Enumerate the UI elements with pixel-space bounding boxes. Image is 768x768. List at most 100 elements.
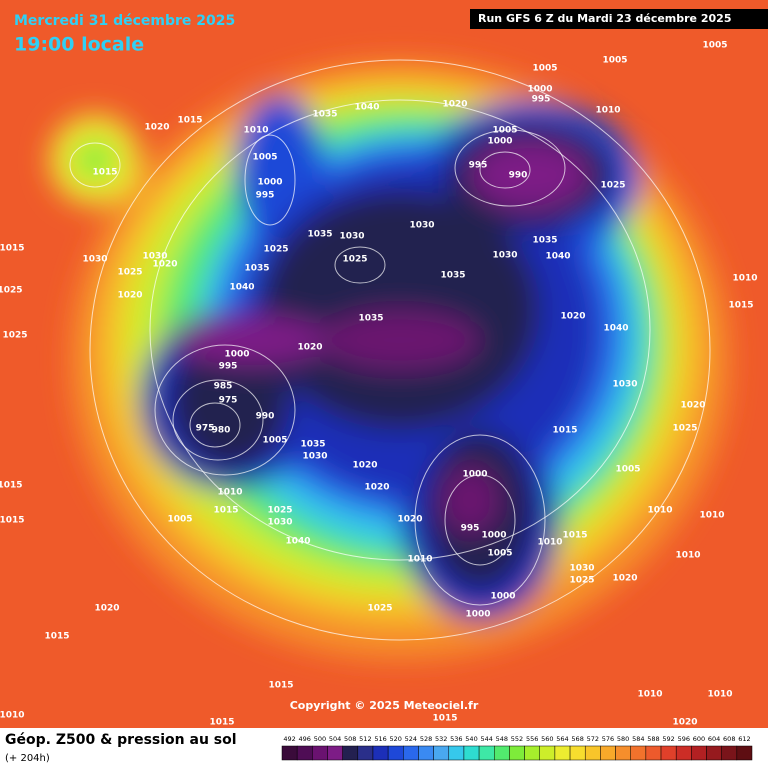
scale-label: 592 [662, 735, 674, 743]
isobar-label: 1020 [352, 461, 377, 471]
scale-label: 572 [587, 735, 599, 743]
scale-swatch [372, 745, 389, 761]
color-scale: 492 496 500 504 508 512 516 520 524 528 532 536 540 5… [281, 735, 753, 761]
isobar-label: 1020 [144, 123, 169, 133]
scale-label: 508 [344, 735, 356, 743]
scale-swatch [387, 745, 404, 761]
isobar-label: 995 [461, 524, 480, 534]
isobar-label: 1005 [615, 465, 640, 475]
isobar-label: 1010 [647, 506, 672, 516]
isobar-label: 1010 [243, 126, 268, 136]
scale-label: 556 [526, 735, 538, 743]
isobar-label: 1000 [487, 137, 512, 147]
scale-swatch [660, 745, 677, 761]
run-box [470, 9, 768, 29]
isobar-label: 1030 [142, 252, 167, 262]
isobar-label: 1035 [532, 236, 557, 246]
scale-label: 528 [420, 735, 432, 743]
scale-label: 564 [556, 735, 568, 743]
isobar-label: 1020 [397, 515, 422, 525]
scale-label: 600 [693, 735, 705, 743]
scale-label: 604 [708, 735, 720, 743]
z500-field [50, 60, 730, 660]
scale-swatch [706, 745, 722, 761]
scale-swatch [630, 745, 647, 761]
isobar-label: 980 [212, 426, 231, 436]
isobar-label: 1035 [300, 440, 325, 450]
scale-label: 520 [389, 735, 401, 743]
scale-swatch [691, 745, 707, 761]
isobar-label: 1025 [263, 245, 288, 255]
scale-label: 612 [738, 735, 750, 743]
isobar-label: 1005 [487, 549, 512, 559]
isobar-label: 1040 [603, 324, 628, 334]
isobar-label: 1040 [354, 103, 379, 113]
isobar-label: 1040 [545, 252, 570, 262]
isobar-label: 1020 [364, 483, 389, 493]
scale-swatch [357, 745, 374, 761]
scale-swatch [509, 745, 525, 761]
isobar-label: 1010 [637, 690, 662, 700]
scale-label: 524 [405, 735, 417, 743]
scale-label: 580 [617, 735, 629, 743]
isobar-label: 1005 [252, 153, 277, 163]
isobar-label: 1025 [267, 506, 292, 516]
isobar-label: 1000 [527, 85, 552, 95]
isobar-label: 1000 [465, 610, 490, 620]
scale-label: 536 [450, 735, 462, 743]
scale-swatch [721, 745, 738, 761]
isobar-label: 1015 [0, 244, 25, 254]
isobar-label: 1030 [302, 452, 327, 462]
scale-label: 588 [647, 735, 659, 743]
isobar-label: 1025 [367, 604, 392, 614]
scale-swatch [448, 745, 465, 761]
scale-swatch [675, 745, 692, 761]
scale-label: 560 [541, 735, 553, 743]
forecast-date: Mercredi 31 décembre 2025 [14, 13, 235, 29]
isobar-label: 1000 [490, 592, 515, 602]
isobar-label: 1020 [117, 291, 142, 301]
isobar-label: 1010 [537, 538, 562, 548]
footer-title: Géop. Z500 & pression au sol [5, 732, 237, 748]
isobar-label: 1025 [569, 576, 594, 586]
isobar-label: 1025 [600, 181, 625, 191]
run-info: Run GFS 6 Z du Mardi 23 décembre 2025 [478, 12, 731, 25]
isobar-label: 1005 [167, 515, 192, 525]
isobar-label: 1035 [307, 230, 332, 240]
isobar-label: 1015 [268, 681, 293, 691]
isobar-label: 1030 [339, 232, 364, 242]
isobar-label: 1005 [262, 436, 287, 446]
scale-swatch [600, 745, 616, 761]
isobar-label: 1025 [117, 268, 142, 278]
isobar-label: 1015 [0, 481, 23, 491]
scale-swatch [615, 745, 631, 761]
isobar-label: 1030 [612, 380, 637, 390]
isobar-label: 1015 [0, 516, 25, 526]
scale-swatch [524, 745, 540, 761]
scale-swatch [569, 745, 586, 761]
scale-swatch [312, 745, 328, 761]
scale-label: 504 [329, 735, 341, 743]
scale-swatch [296, 745, 313, 761]
isobar-label: 1025 [0, 286, 23, 296]
isobar-label: 1000 [224, 350, 249, 360]
isobar-label: 1015 [44, 632, 69, 642]
scale-label: 512 [359, 735, 371, 743]
scale-swatch [433, 745, 450, 761]
isobar-label: 1015 [213, 506, 238, 516]
scale-swatch [342, 745, 359, 761]
isobar-label: 1030 [409, 221, 434, 231]
forecast-time: 19:00 locale [14, 34, 144, 56]
scale-swatch [539, 745, 556, 761]
scale-label: 496 [299, 735, 311, 743]
isobars [69, 59, 711, 641]
scale-swatch [736, 745, 753, 761]
isobar-label: 1010 [732, 274, 757, 284]
isobar-label: 1005 [702, 41, 727, 51]
isobar-label: 990 [509, 171, 528, 181]
isobar-label: 985 [214, 382, 233, 392]
isobar-labels: 1015 1020 1015 1010 1005 1000 995 1035 1040 1020 1… [0, 41, 758, 728]
isobar-label: 1010 [699, 511, 724, 521]
isobar-label: 1020 [672, 718, 697, 728]
